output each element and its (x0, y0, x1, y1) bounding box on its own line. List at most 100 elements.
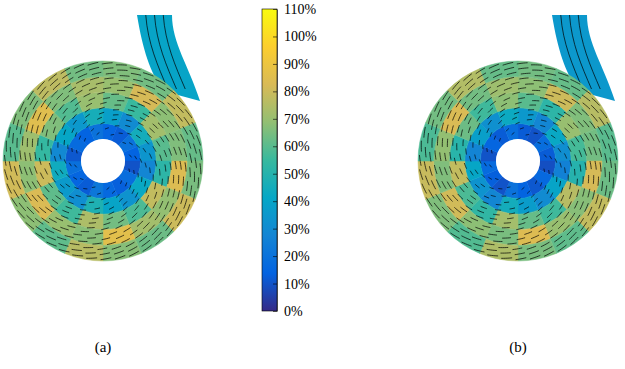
streamline (442, 138, 443, 147)
streamline (489, 187, 493, 189)
streamline (35, 218, 43, 224)
streamline (441, 112, 444, 121)
streamline (593, 175, 594, 184)
streamline (96, 82, 104, 84)
streamline (90, 77, 99, 80)
streamline (467, 177, 471, 182)
streamline (78, 214, 85, 216)
heat-cell (418, 161, 440, 199)
streamline (607, 122, 612, 131)
streamline (50, 79, 58, 86)
streamline (536, 239, 544, 243)
streamline (116, 235, 124, 239)
streamline (470, 135, 472, 141)
streamline (52, 228, 61, 232)
streamline (173, 189, 175, 198)
streamline (156, 79, 166, 84)
streamline (153, 201, 156, 208)
streamline (73, 114, 77, 119)
streamline (64, 140, 65, 145)
streamline (45, 187, 50, 192)
streamline (424, 161, 426, 171)
streamline (178, 175, 179, 184)
streamline (16, 120, 18, 130)
streamline (490, 69, 499, 73)
streamline (576, 179, 578, 186)
streamline (499, 93, 506, 96)
streamline (561, 85, 570, 89)
tick-mark (273, 64, 277, 65)
streamline (473, 244, 483, 247)
heat-cell (50, 161, 68, 181)
streamline (462, 242, 472, 246)
streamline (501, 103, 507, 106)
streamline (452, 138, 453, 146)
streamline (455, 173, 458, 179)
streamlines (4, 62, 201, 259)
streamline (541, 120, 546, 121)
streamline (605, 130, 610, 139)
streamline (87, 125, 90, 128)
streamline (97, 132, 100, 134)
streamline (80, 178, 83, 179)
streamline (43, 114, 46, 121)
streamline (194, 172, 195, 182)
heat-cell (480, 239, 518, 261)
streamline (26, 222, 34, 229)
streamline (589, 147, 592, 155)
streamline (462, 139, 463, 146)
streamline (54, 156, 56, 161)
streamline (568, 146, 571, 151)
streamline (544, 155, 546, 158)
streamline (38, 195, 44, 201)
streamline (36, 226, 45, 232)
panel-label: (a) (95, 339, 112, 356)
streamline (488, 108, 493, 113)
streamline (430, 152, 431, 162)
streamline (530, 125, 535, 126)
streamline (473, 191, 478, 195)
streamline (184, 199, 187, 209)
streamline (179, 147, 182, 155)
streamline (113, 114, 119, 115)
streamline (555, 118, 561, 121)
tick-label: 50% (284, 167, 310, 182)
streamline (528, 109, 534, 110)
streamline (488, 114, 492, 119)
streamline (437, 107, 441, 117)
streamline (70, 243, 80, 244)
streamline (602, 181, 603, 191)
streamline (588, 175, 589, 183)
streamline (102, 238, 110, 240)
streamline (177, 216, 182, 226)
streamline (32, 195, 38, 202)
streamline (550, 205, 554, 210)
streamline (89, 222, 96, 224)
streamline (118, 219, 124, 223)
streamline (25, 152, 26, 161)
cells (418, 61, 618, 261)
streamline (553, 173, 554, 178)
streamline (512, 193, 516, 194)
streamline (553, 123, 558, 126)
tick-label: 100% (284, 29, 317, 44)
streamline (138, 173, 139, 178)
streamline (577, 189, 579, 196)
streamline (491, 150, 493, 153)
streamline (434, 165, 437, 174)
streamline (101, 228, 108, 230)
streamline (158, 123, 163, 128)
streamline (452, 81, 459, 89)
streamline (534, 80, 543, 82)
streamline (28, 91, 34, 100)
streamline (110, 83, 119, 84)
streamline (531, 225, 538, 228)
streamline (89, 98, 95, 101)
streamline (51, 91, 57, 98)
streamline (125, 125, 130, 126)
streamline (474, 104, 479, 110)
streamline (520, 128, 524, 129)
heat-cell (65, 161, 82, 175)
streamline (52, 177, 56, 182)
streamline (193, 144, 196, 154)
